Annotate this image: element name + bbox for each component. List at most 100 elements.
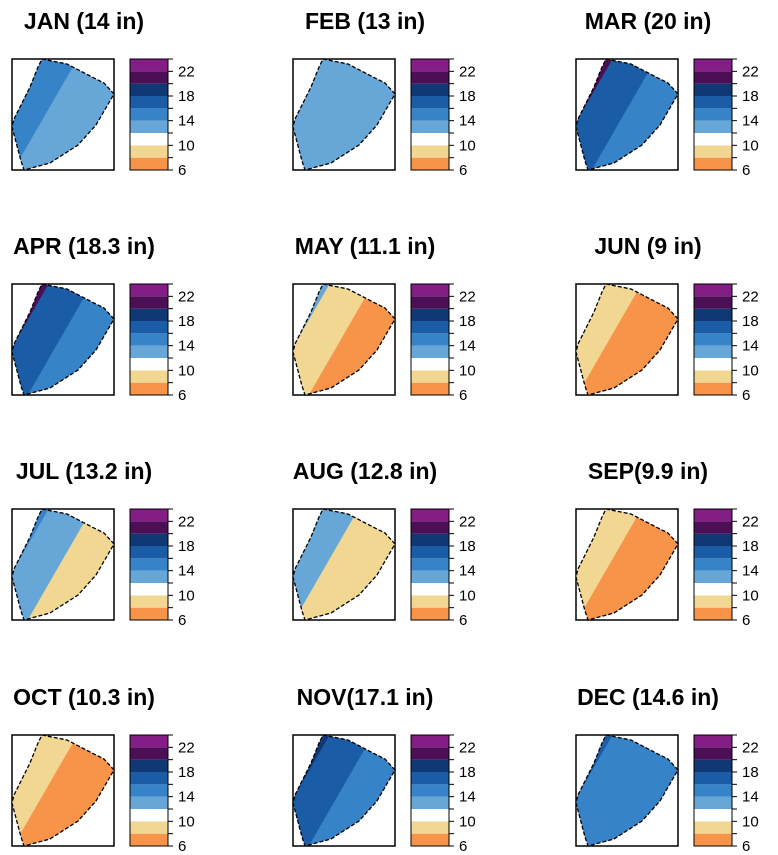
- legend-swatch: [130, 821, 168, 834]
- legend-tick-label: 14: [742, 338, 759, 355]
- color-legend: 22 18 14 10 6: [129, 283, 195, 404]
- legend-swatch: [694, 833, 732, 846]
- precip-zone: [20, 284, 114, 395]
- region-boundary: [292, 734, 396, 847]
- legend-swatch: [694, 509, 732, 522]
- legend-swatch: [694, 796, 732, 809]
- panel-title: NOV(17.1 in): [297, 684, 434, 710]
- legend-tick-label: 22: [459, 513, 476, 530]
- legend-swatch: [694, 284, 732, 297]
- precip-zone: [12, 735, 114, 846]
- legend-swatch: [694, 308, 732, 321]
- legend-swatch: [694, 821, 732, 834]
- region-boundary: [292, 508, 396, 621]
- region-boundary: [575, 283, 679, 396]
- precip-zone: [12, 59, 114, 170]
- legend-swatch: [694, 570, 732, 583]
- legend-swatch: [130, 96, 168, 109]
- legend-tick-label: 14: [459, 338, 476, 355]
- legend-tick-label: 10: [742, 137, 759, 154]
- legend-swatch: [130, 321, 168, 334]
- legend-tick-label: 10: [459, 587, 476, 604]
- legend-swatch: [130, 595, 168, 608]
- legend-tick-label: 14: [459, 113, 476, 130]
- legend-swatch: [411, 284, 449, 297]
- legend-swatch: [130, 784, 168, 797]
- legend-swatch: [694, 71, 732, 84]
- color-legend: 22 18 14 10 6: [410, 283, 476, 404]
- panel-may: MAY (11.1 in) 22 18 14 10 6: [292, 233, 476, 404]
- legend-swatch: [694, 759, 732, 772]
- legend-swatch: [411, 358, 449, 371]
- legend-swatch: [694, 772, 732, 785]
- region-map: [575, 508, 679, 621]
- legend-swatch: [694, 784, 732, 797]
- legend-tick-label: 22: [459, 288, 476, 305]
- legend-swatch: [694, 809, 732, 822]
- region-boundary: [575, 734, 679, 847]
- legend-swatch: [130, 583, 168, 596]
- legend-tick-label: 18: [459, 538, 476, 555]
- legend-swatch: [130, 533, 168, 546]
- precip-zone: [576, 509, 678, 620]
- panel-jun: JUN (9 in) 22 18 14 10 6: [575, 233, 759, 404]
- legend-tick-label: 6: [178, 612, 186, 629]
- legend-swatch: [130, 333, 168, 346]
- region-boundary: [575, 58, 679, 171]
- legend-swatch: [694, 735, 732, 748]
- panel-title: FEB (13 in): [305, 8, 425, 34]
- legend-tick-label: 22: [742, 513, 759, 530]
- legend-tick-label: 22: [459, 63, 476, 80]
- legend-swatch: [694, 370, 732, 383]
- legend-swatch: [694, 157, 732, 170]
- precip-zone: [576, 59, 678, 170]
- legend-swatch: [130, 833, 168, 846]
- precip-zone: [20, 509, 114, 620]
- region-boundary: [11, 283, 115, 396]
- legend-swatch: [130, 747, 168, 760]
- legend-swatch: [694, 583, 732, 596]
- precip-zone: [12, 509, 114, 620]
- legend-swatch: [694, 533, 732, 546]
- legend-swatch: [694, 333, 732, 346]
- panel-title: JAN (14 in): [24, 8, 144, 34]
- legend-swatch: [411, 521, 449, 534]
- panel-feb: FEB (13 in) 22 18 14 10 6: [292, 8, 476, 179]
- precip-zone: [301, 735, 395, 846]
- color-legend: 22 18 14 10 6: [410, 508, 476, 629]
- panel-apr: APR (18.3 in) 22 18 14 10 6: [11, 233, 195, 404]
- legend-tick-label: 6: [178, 387, 186, 404]
- panel-nov: NOV(17.1 in) 22 18 14 10 6: [292, 684, 476, 855]
- panel-aug: AUG (12.8 in) 22 18 14 10 6: [292, 458, 476, 629]
- region-boundary: [292, 283, 396, 396]
- legend-swatch: [130, 546, 168, 559]
- legend-swatch: [130, 108, 168, 121]
- legend-swatch: [411, 308, 449, 321]
- panel-mar: MAR (20 in) 22 18 14 10 6: [575, 8, 759, 179]
- legend-swatch: [411, 796, 449, 809]
- legend-swatch: [694, 595, 732, 608]
- legend-swatch: [130, 570, 168, 583]
- legend-tick-label: 18: [742, 538, 759, 555]
- legend-tick-label: 14: [178, 789, 195, 806]
- legend-swatch: [130, 509, 168, 522]
- legend-tick-label: 22: [178, 63, 195, 80]
- legend-tick-label: 10: [178, 587, 195, 604]
- legend-swatch: [130, 382, 168, 395]
- legend-swatch: [130, 59, 168, 72]
- color-legend: 22 18 14 10 6: [693, 508, 759, 629]
- legend-tick-label: 18: [459, 764, 476, 781]
- legend-tick-label: 14: [459, 789, 476, 806]
- precip-zone: [576, 509, 678, 620]
- legend-swatch: [411, 533, 449, 546]
- legend-tick-label: 18: [459, 88, 476, 105]
- legend-swatch: [130, 521, 168, 534]
- legend-swatch: [411, 607, 449, 620]
- region-boundary: [575, 508, 679, 621]
- legend-swatch: [694, 120, 732, 133]
- legend-swatch: [130, 759, 168, 772]
- legend-tick-label: 14: [742, 113, 759, 130]
- legend-tick-label: 14: [742, 563, 759, 580]
- legend-tick-label: 10: [459, 813, 476, 830]
